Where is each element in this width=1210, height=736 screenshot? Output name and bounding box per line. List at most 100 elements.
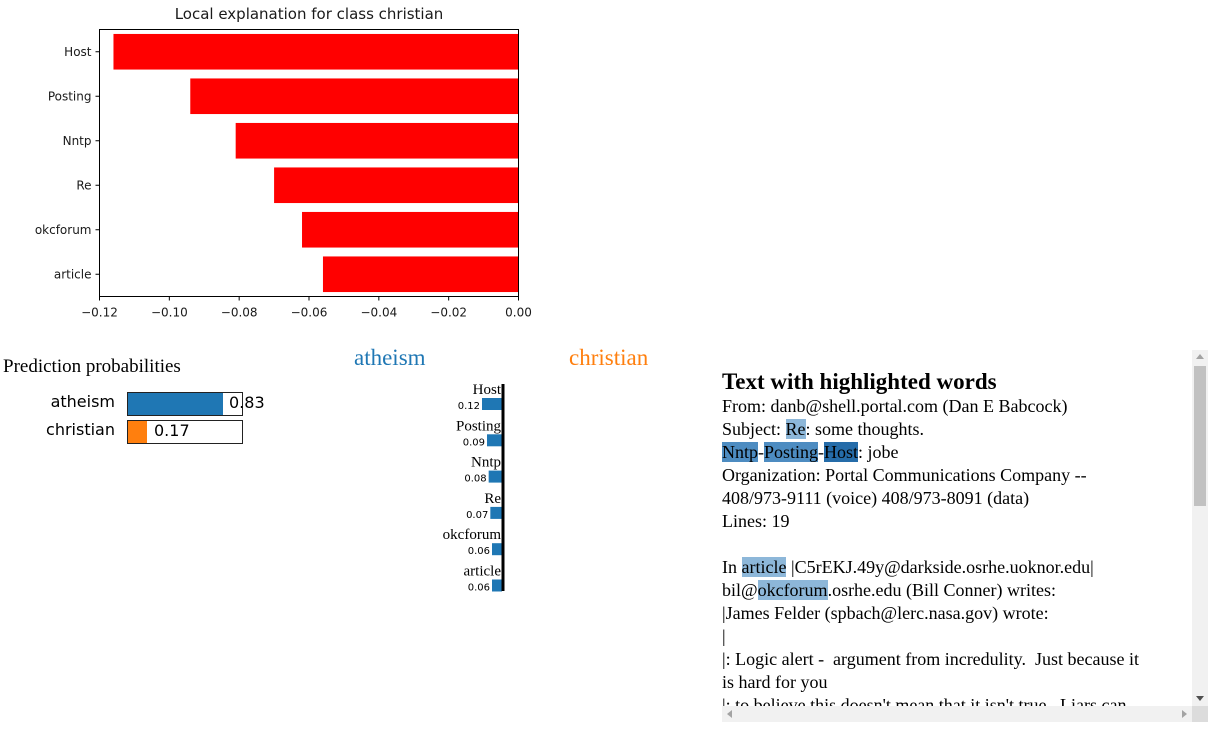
mini-value-nntp: 0.08 bbox=[464, 474, 486, 485]
bar-posting bbox=[190, 78, 519, 115]
highlighted-word-okcforum: okcforum bbox=[757, 580, 828, 600]
prediction-probabilities: Prediction probabilities bbox=[3, 356, 303, 378]
plot-frame bbox=[99, 29, 519, 297]
document-text: From: danb@shell.portal.com (Dan E Babco… bbox=[722, 395, 1190, 706]
prob-box-atheism bbox=[127, 392, 243, 416]
text-segment: |: to believe this doesn't mean that it … bbox=[722, 695, 1127, 706]
xtick-label-0: −0.12 bbox=[81, 306, 118, 320]
ytick-label-re: Re bbox=[76, 178, 91, 192]
scroll-right-arrow-icon[interactable] bbox=[1182, 710, 1187, 718]
text-segment: .osrhe.edu (Bill Conner) writes: bbox=[827, 580, 1057, 600]
mini-label-nntp: Nntp bbox=[471, 455, 501, 471]
ytick-label-host: Host bbox=[64, 45, 92, 59]
mini-value-re: 0.07 bbox=[466, 510, 488, 521]
text-line: In article |C5rEKJ.49y@darkside.osrhe.uo… bbox=[722, 556, 1190, 579]
text-line: | bbox=[722, 625, 1190, 648]
scroll-up-arrow-icon[interactable] bbox=[1196, 354, 1204, 359]
text-segment: is hard for you bbox=[722, 672, 828, 692]
ytick-label-okcforum: okcforum bbox=[35, 223, 92, 237]
text-line bbox=[722, 533, 1190, 556]
prob-value-christian: 0.17 bbox=[154, 421, 190, 440]
text-line: From: danb@shell.portal.com (Dan E Babco… bbox=[722, 395, 1190, 418]
ytick-label-nntp: Nntp bbox=[63, 134, 92, 148]
mini-bar-article bbox=[492, 579, 502, 592]
text-segment: : some thoughts. bbox=[805, 419, 925, 439]
mini-value-article: 0.06 bbox=[468, 583, 490, 594]
text-line: Subject: Re: some thoughts. bbox=[722, 418, 1190, 441]
bar-nntp bbox=[235, 122, 519, 159]
text-segment: |C5rEKJ.49y@darkside.osrhe.uoknor.edu| bbox=[786, 557, 1094, 577]
chart-title: Local explanation for class christian bbox=[175, 5, 444, 23]
bar-article bbox=[322, 256, 519, 293]
prob-value-atheism: 0.83 bbox=[229, 393, 265, 412]
text-line: |: to believe this doesn't mean that it … bbox=[722, 694, 1190, 706]
text-line: |James Felder (spbach@lerc.nasa.gov) wro… bbox=[722, 602, 1190, 625]
scroll-down-arrow-icon[interactable] bbox=[1196, 696, 1204, 701]
xtick-label-1: −0.10 bbox=[151, 306, 188, 320]
prob-row-atheism: atheism 0.83 bbox=[0, 392, 300, 416]
text-segment: | bbox=[722, 626, 726, 646]
xtick-label-5: −0.02 bbox=[430, 306, 467, 320]
ytick-label-article: article bbox=[54, 267, 92, 281]
vertical-scroll-thumb[interactable] bbox=[1194, 366, 1206, 506]
xtick-label-6: 0.00 bbox=[505, 306, 532, 320]
prob-label-christian: christian bbox=[46, 420, 115, 439]
highlighted-word-host: Host bbox=[824, 442, 859, 462]
mini-bar-posting bbox=[487, 434, 502, 447]
text-segment: 408/973-9111 (voice) 408/973-8091 (data) bbox=[722, 488, 1030, 508]
text-line: 408/973-9111 (voice) 408/973-8091 (data) bbox=[722, 487, 1190, 510]
text-panel[interactable]: Text with highlighted words From: danb@s… bbox=[722, 350, 1208, 722]
prob-row-christian: christian 0.17 bbox=[0, 420, 300, 444]
text-segment: In bbox=[722, 557, 742, 577]
text-panel-title: Text with highlighted words bbox=[722, 369, 997, 394]
mini-bar-host bbox=[482, 398, 502, 410]
xtick-label-3: −0.06 bbox=[291, 306, 328, 320]
prob-bar-atheism bbox=[128, 393, 223, 415]
mini-label-article: article bbox=[464, 564, 502, 580]
mini-label-re: Re bbox=[484, 491, 501, 507]
horizontal-scrollbar[interactable] bbox=[722, 706, 1192, 722]
mini-value-okcforum: 0.06 bbox=[468, 546, 490, 557]
highlighted-word-posting: Posting bbox=[764, 442, 819, 462]
scroll-left-arrow-icon[interactable] bbox=[727, 710, 732, 718]
text-segment: Subject: bbox=[722, 419, 786, 439]
explanation-bar-chart: Local explanation for class christian Ho… bbox=[35, 5, 532, 320]
mini-bar-okcforum bbox=[492, 543, 502, 556]
text-segment bbox=[722, 534, 727, 554]
xtick-label-4: −0.04 bbox=[360, 306, 397, 320]
prob-label-atheism: atheism bbox=[50, 392, 115, 411]
text-segment: |James Felder (spbach@lerc.nasa.gov) wro… bbox=[722, 603, 1049, 623]
prediction-probabilities-title: Prediction probabilities bbox=[3, 356, 181, 377]
mini-label-posting: Posting bbox=[456, 418, 502, 434]
text-segment: |: Logic alert - argument from increduli… bbox=[722, 649, 1139, 669]
bar-okcforum bbox=[302, 211, 519, 248]
text-segment: bil@ bbox=[722, 580, 758, 600]
vertical-scrollbar[interactable] bbox=[1192, 350, 1208, 706]
feature-weights-chart: Host 0.12 Posting 0.09 Nntp 0.08 Re 0.07 okcforu… bbox=[443, 382, 505, 594]
scrollbar-corner bbox=[1192, 706, 1208, 722]
text-segment: Organization: Portal Communications Comp… bbox=[722, 465, 1087, 485]
mini-bar-nntp bbox=[488, 470, 502, 483]
bar-host bbox=[113, 33, 519, 70]
text-line: is hard for you bbox=[722, 671, 1190, 694]
xtick-label-2: −0.08 bbox=[221, 306, 258, 320]
bar-re bbox=[274, 167, 519, 204]
text-segment: Lines: 19 bbox=[722, 511, 790, 531]
mini-label-host: Host bbox=[473, 382, 502, 398]
highlighted-word-re: Re bbox=[785, 419, 806, 439]
text-segment: - bbox=[818, 442, 825, 462]
mini-value-host: 0.12 bbox=[458, 401, 480, 412]
text-line: bil@okcforum.osrhe.edu (Bill Conner) wri… bbox=[722, 579, 1190, 602]
text-segment: - bbox=[758, 442, 764, 462]
text-scroll-area[interactable]: Text with highlighted words From: danb@s… bbox=[722, 350, 1190, 706]
highlighted-word-article: article bbox=[741, 557, 787, 577]
text-line: Nntp-Posting-Host: jobe bbox=[722, 441, 1190, 464]
text-segment: : jobe bbox=[858, 442, 899, 462]
text-segment: From: danb@shell.portal.com (Dan E Babco… bbox=[722, 396, 1068, 416]
text-line: Organization: Portal Communications Comp… bbox=[722, 464, 1190, 487]
mini-label-okcforum: okcforum bbox=[443, 527, 502, 543]
mini-value-posting: 0.09 bbox=[463, 437, 485, 448]
class-header-christian: christian bbox=[569, 345, 649, 370]
text-line: Lines: 19 bbox=[722, 510, 1190, 533]
prob-box-christian bbox=[127, 420, 243, 444]
